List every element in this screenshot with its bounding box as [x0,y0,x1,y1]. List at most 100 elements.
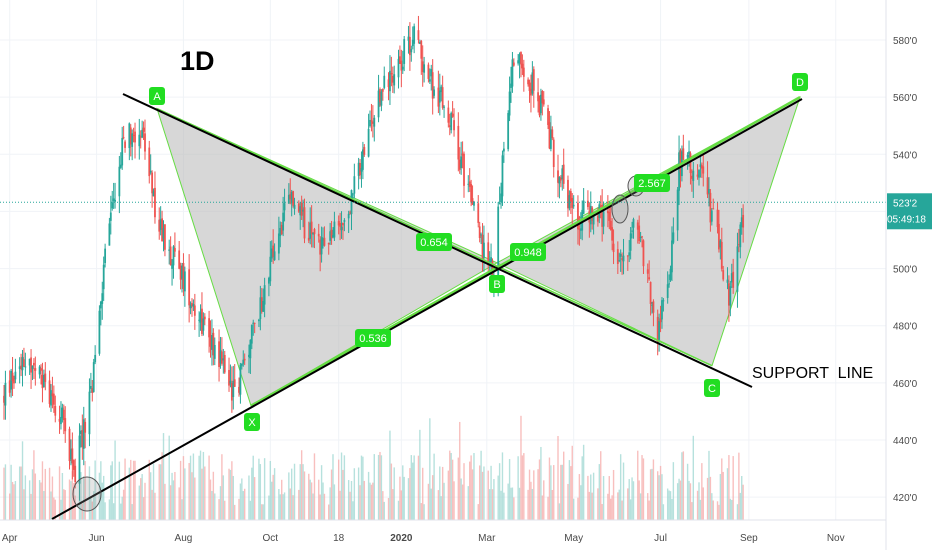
candle-body [448,125,451,127]
volume-bar [18,466,21,520]
volume-bar [24,475,27,520]
volume-bar [538,459,541,520]
candle-body [656,316,659,344]
volume-bar [553,465,555,520]
volume-bar [40,482,42,520]
candle-body [430,69,433,77]
candle-body [152,191,155,197]
candle-body [450,112,453,131]
volume-bar [141,474,143,520]
candle-body [413,26,416,44]
candle-body [648,277,651,280]
volume-bar [600,451,602,520]
y-tick-label: 460'0 [893,379,918,390]
volume-bar [503,492,505,520]
volume-bar [44,468,47,520]
volume-bar [669,491,672,520]
volume-bar [689,483,692,520]
candle-body [112,198,115,202]
volume-bar [272,474,274,520]
candle-body [114,199,116,202]
volume-bar [258,458,260,520]
candle-body [739,224,742,248]
y-tick-label: 440'0 [893,436,918,447]
volume-bar [132,460,135,520]
volume-bar [443,482,445,520]
candle-body [202,318,205,331]
candle-body [219,350,222,364]
candle-body [299,206,302,216]
volume-bar [399,476,401,520]
candle-body [277,233,280,254]
candle-body [199,312,202,323]
candle-body [579,228,582,231]
candle-body [232,380,235,398]
volume-bar [621,500,623,520]
volume-bar [471,469,474,520]
candle-body [158,219,161,232]
candle-body [212,332,215,356]
volume-bar [568,460,571,520]
candlesticks [3,15,745,501]
candle-body [332,235,334,238]
volume-bar [122,489,125,520]
volume-bar [611,495,613,520]
candle-body [352,194,354,196]
volume-bar [658,475,660,520]
candle-body [706,177,709,195]
volume-bar [20,466,22,520]
volume-bar [676,483,679,520]
candle-body [118,166,121,197]
volume-bar [551,489,554,520]
candle-body [101,293,104,304]
bar-countdown: 05:49:18 [887,214,926,225]
volume-bar [721,458,723,520]
volume-bar [696,490,699,520]
volume-bar [204,466,206,520]
volume-bar [248,475,250,520]
candle-body [20,365,22,370]
candle-body [507,113,510,150]
candle-body [151,172,154,194]
volume-bar [719,473,722,520]
volume-bar [38,480,41,520]
volume-bar [71,471,74,520]
volume-bar [30,493,32,520]
volume-bar [134,460,136,520]
candle-body [480,234,483,236]
candle-body [676,189,679,231]
candle-body [179,265,182,280]
candle-body [567,179,569,209]
volume-bar [637,450,639,520]
volume-bar [191,472,193,520]
volume-bar [222,475,225,520]
candle-body [270,248,273,259]
candle-body [340,226,343,231]
volume-bar [666,488,669,520]
candle-body [62,409,65,421]
candle-body [518,54,521,64]
volume-bar [638,480,640,520]
candle-body [48,380,51,404]
candle-body [666,284,669,298]
volume-bar [639,493,642,520]
volume-bar [478,465,481,520]
pattern-point-badge [149,87,165,105]
volume-bar [161,452,163,520]
candle-body [642,240,645,267]
volume-bar [686,463,689,520]
candle-body [532,69,535,91]
volume-bar [651,468,653,520]
candle-body [729,286,732,306]
candle-body [121,138,124,166]
candle-body [467,183,470,185]
last-price-value: 523'2 [893,198,918,209]
candle-body [23,359,25,367]
candle-body [638,225,641,242]
candle-body [11,372,14,382]
candle-body [41,374,44,389]
volume-bar [608,476,610,520]
volume-bar [661,474,663,520]
